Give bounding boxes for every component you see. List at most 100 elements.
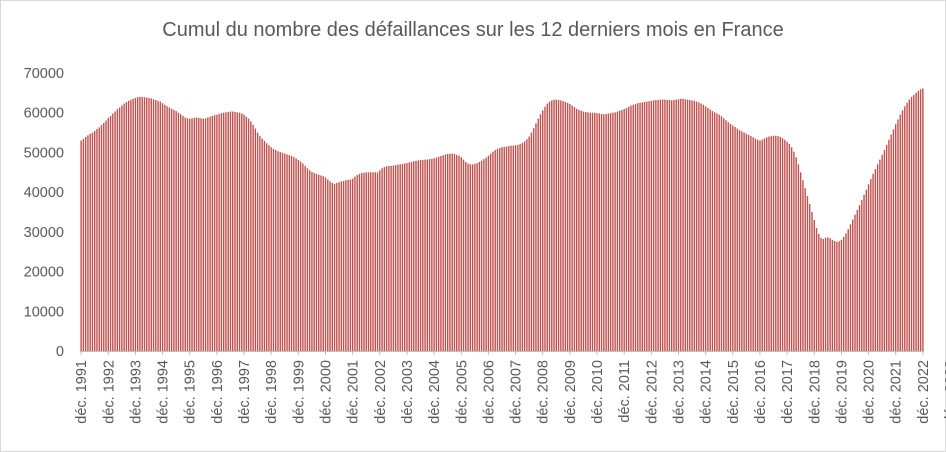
bar (417, 160, 419, 351)
bar (553, 99, 555, 351)
bar (616, 111, 619, 352)
x-tick-label: déc. 2004 (427, 360, 443, 424)
bar (471, 164, 474, 351)
bar (883, 150, 886, 351)
bar (630, 105, 632, 351)
bar (152, 99, 155, 352)
bar (795, 157, 797, 351)
bar (358, 173, 361, 351)
bar (440, 156, 442, 351)
bar (847, 229, 849, 351)
bar (175, 111, 177, 351)
bar (232, 111, 234, 352)
bar (788, 144, 791, 351)
bar (865, 189, 867, 351)
bar (458, 155, 460, 351)
bar (557, 100, 560, 351)
bar (639, 102, 641, 351)
bar (155, 100, 157, 351)
bar (836, 241, 838, 351)
bar (759, 140, 761, 351)
x-tick-label: déc. 2000 (319, 360, 335, 424)
bar (281, 152, 284, 351)
bar (435, 157, 438, 351)
bar (290, 156, 293, 351)
bar (465, 161, 467, 351)
bar (922, 88, 924, 352)
bar (467, 163, 469, 351)
bar (587, 112, 589, 351)
y-tick-label: 20000 (24, 265, 64, 281)
bar (756, 139, 759, 351)
x-tick-label: déc. 2014 (699, 360, 715, 424)
bar (523, 141, 526, 351)
bar (790, 147, 793, 351)
bar (494, 150, 496, 351)
x-tick-label: déc. 1991 (74, 360, 90, 424)
bar (134, 98, 137, 352)
bar (632, 104, 634, 352)
bar (89, 133, 91, 351)
bar (881, 154, 883, 351)
bar (824, 237, 827, 351)
bar (121, 105, 123, 351)
bar (908, 99, 910, 351)
bar (548, 101, 551, 351)
bar (213, 115, 216, 351)
bar (750, 136, 752, 351)
bar (275, 150, 277, 351)
bar (308, 170, 311, 351)
bar (370, 172, 372, 351)
bar (861, 200, 863, 351)
bar (453, 154, 456, 351)
bar (885, 144, 888, 351)
bar (668, 100, 671, 351)
bar (485, 157, 487, 351)
bar (858, 205, 861, 351)
bar (829, 238, 831, 351)
bar (815, 227, 818, 351)
bar (451, 153, 453, 351)
bar (628, 106, 630, 351)
bar (474, 163, 476, 351)
bar (612, 112, 614, 352)
bar (693, 100, 696, 351)
bar (714, 112, 716, 351)
bar (96, 129, 98, 351)
bar (510, 145, 512, 351)
bar (657, 100, 659, 351)
bar (876, 164, 879, 351)
x-tick-label: déc. 2008 (536, 360, 552, 424)
bar (643, 101, 646, 352)
bar (198, 117, 200, 351)
bar (655, 100, 657, 351)
bar (422, 159, 424, 351)
bar (268, 145, 270, 351)
bar (827, 237, 829, 351)
bar (173, 109, 175, 352)
bar (406, 163, 408, 351)
bar (218, 113, 220, 351)
bar (671, 100, 673, 352)
bar (888, 139, 890, 351)
bar (528, 136, 530, 351)
bar (127, 100, 130, 351)
bar (682, 98, 684, 351)
bar (302, 163, 304, 351)
bar (137, 97, 139, 351)
bar (141, 96, 143, 351)
bar (503, 146, 505, 351)
bar (822, 239, 825, 351)
bar (585, 111, 587, 351)
bar (444, 154, 447, 351)
bar (238, 112, 241, 352)
bar (913, 94, 915, 351)
bar (132, 98, 134, 351)
bar (342, 181, 345, 351)
bar (433, 158, 435, 351)
y-tick-label: 70000 (24, 66, 64, 82)
bar (501, 147, 503, 351)
bar (578, 109, 580, 352)
bar (449, 153, 451, 351)
bar (286, 154, 288, 351)
